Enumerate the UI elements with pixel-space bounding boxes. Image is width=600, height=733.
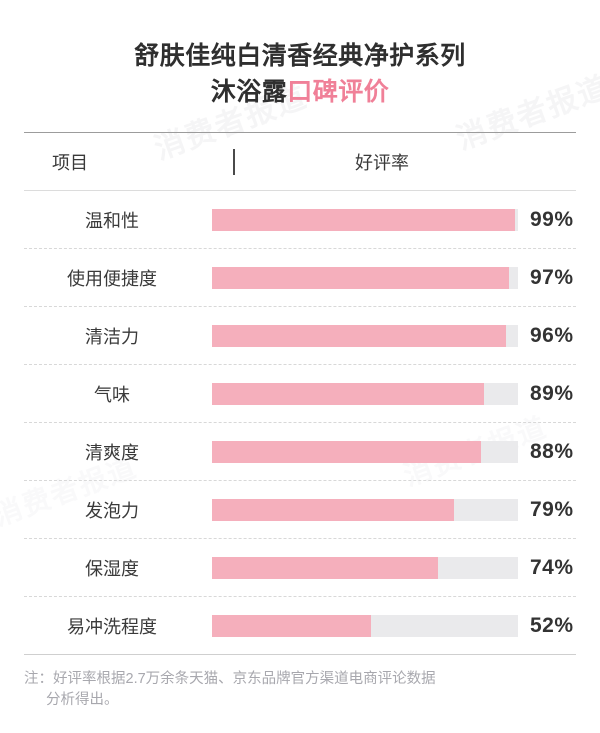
- row-bar-cell: 52%: [212, 614, 576, 638]
- page-title: 舒肤佳纯白清香经典净护系列 沐浴露口碑评价: [0, 0, 600, 110]
- row-label: 使用便捷度: [67, 268, 157, 289]
- row-bar-cell: 89%: [212, 382, 576, 406]
- table-header-rule: [24, 190, 576, 191]
- row-percent: 89%: [530, 381, 574, 405]
- row-separator: [24, 248, 576, 249]
- row-bar-cell: 99%: [212, 208, 576, 232]
- table-header-row: 项目 好评率: [24, 133, 576, 190]
- title-line-2: 沐浴露口碑评价: [0, 74, 600, 110]
- row-label: 发泡力: [85, 500, 139, 521]
- row-bar-cell: 88%: [212, 440, 576, 464]
- row-label: 保湿度: [85, 558, 139, 579]
- row-percent: 79%: [530, 497, 574, 521]
- bar-track: [212, 208, 518, 231]
- table-top-rule: [24, 132, 576, 133]
- row-separator: [24, 422, 576, 423]
- table-row: 发泡力 79%: [24, 481, 576, 538]
- bar-fill: [212, 208, 515, 231]
- bar-fill: [212, 498, 454, 521]
- header-item-column: 项目: [52, 152, 88, 173]
- row-percent: 99%: [530, 207, 574, 231]
- rating-table: 项目 好评率 温和性 99% 使用便捷度 97% 清洁力 96% 气味 89% 清爽度 88% 发泡…: [24, 132, 576, 655]
- row-label: 清爽度: [85, 442, 139, 463]
- row-bar-cell: 96%: [212, 324, 576, 348]
- bar-track: [212, 382, 518, 405]
- row-separator: [24, 364, 576, 365]
- row-percent: 74%: [530, 555, 574, 579]
- table-row: 清洁力 96%: [24, 307, 576, 364]
- row-percent: 52%: [530, 613, 574, 637]
- row-bar-cell: 79%: [212, 498, 576, 522]
- row-percent: 97%: [530, 265, 574, 289]
- title-accent: 口碑评价: [287, 78, 390, 106]
- row-label: 清洁力: [85, 326, 139, 347]
- row-bar-cell: 74%: [212, 556, 576, 580]
- bar-fill: [212, 266, 509, 289]
- bar-fill: [212, 382, 485, 405]
- row-bar-cell: 97%: [212, 266, 576, 290]
- row-separator: [24, 480, 576, 481]
- row-label: 温和性: [85, 210, 139, 231]
- bar-fill: [212, 324, 506, 347]
- footnote: 注：好评率根据2.7万余条天猫、京东品牌官方渠道电商评论数据 分析得出。: [24, 669, 576, 711]
- title-product: 沐浴露: [210, 78, 288, 106]
- row-separator: [24, 596, 576, 597]
- row-percent: 96%: [530, 323, 574, 347]
- footnote-line-2: 分析得出。: [46, 692, 119, 708]
- row-percent: 88%: [530, 439, 574, 463]
- footnote-line-1: 注：好评率根据2.7万余条天猫、京东品牌官方渠道电商评论数据: [24, 671, 436, 687]
- title-line-1: 舒肤佳纯白清香经典净护系列: [134, 42, 466, 70]
- row-label: 气味: [94, 384, 130, 405]
- table-row: 气味 89%: [24, 365, 576, 422]
- bar-track: [212, 556, 518, 579]
- header-rate-column: 好评率: [355, 152, 409, 173]
- table-row: 易冲洗程度 52%: [24, 597, 576, 654]
- table-row: 温和性 99%: [24, 191, 576, 248]
- table-rows: 温和性 99% 使用便捷度 97% 清洁力 96% 气味 89% 清爽度 88% 发泡力 79% 保湿度…: [24, 191, 576, 654]
- row-separator: [24, 538, 576, 539]
- table-row: 清爽度 88%: [24, 423, 576, 480]
- bar-track: [212, 266, 518, 289]
- row-separator: [24, 306, 576, 307]
- table-row: 保湿度 74%: [24, 539, 576, 596]
- divider-bar-icon: [233, 148, 235, 175]
- row-label: 易冲洗程度: [67, 616, 157, 637]
- table-bottom-rule: [24, 654, 576, 655]
- bar-track: [212, 498, 518, 521]
- bar-track: [212, 324, 518, 347]
- table-row: 使用便捷度 97%: [24, 249, 576, 306]
- bar-track: [212, 440, 518, 463]
- bar-fill: [212, 556, 439, 579]
- header-divider: [228, 148, 240, 175]
- bar-fill: [212, 440, 482, 463]
- bar-track: [212, 614, 518, 637]
- bar-fill: [212, 614, 372, 637]
